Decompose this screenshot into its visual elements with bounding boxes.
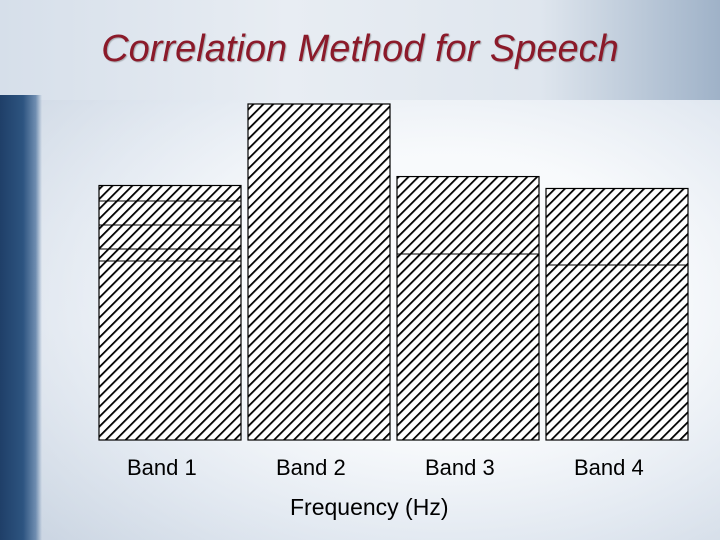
x-tick-label: Band 4 [574,455,644,480]
bar-2 [247,103,391,441]
bar-3 [396,175,540,441]
bar-1 [98,184,242,441]
x-tick-label: Band 3 [425,455,495,480]
slide-title: Correlation Method for Speech [101,28,619,70]
bar-4 [545,187,689,441]
x-axis-label: Frequency (Hz) [290,494,449,520]
title-band [0,0,720,100]
x-tick-label: Band 2 [276,455,346,480]
x-tick-label: Band 1 [127,455,197,480]
left-accent-stripe [0,95,42,540]
